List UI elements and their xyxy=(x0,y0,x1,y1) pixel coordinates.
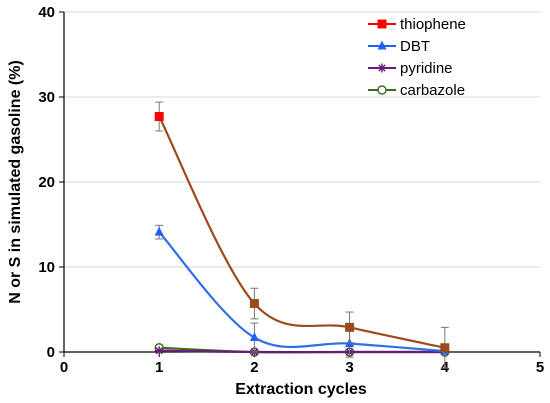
point-thiophene xyxy=(154,112,164,122)
legend-marker-carbazole xyxy=(377,85,387,95)
y-tick-label-40: 40 xyxy=(38,4,55,21)
legend-item-carbazole: carbazole xyxy=(368,82,465,99)
series-thiophene xyxy=(154,101,450,369)
series-line-thiophene xyxy=(158,116,446,349)
legend-label-pyridine: pyridine xyxy=(400,60,453,77)
series-line-pyridine xyxy=(159,349,445,354)
legend-label-carbazole: carbazole xyxy=(400,82,465,99)
legend-marker-pyridine-stroke xyxy=(378,64,386,72)
legend-label-thiophene: thiophene xyxy=(400,16,466,33)
y-tick-label-30: 30 xyxy=(38,89,55,106)
y-axis-title: N or S in simulated gasoline (%) xyxy=(7,60,24,304)
point-pyridine-stroke xyxy=(155,347,163,355)
legend-marker-pyridine xyxy=(377,63,387,73)
y-tick-label-20: 20 xyxy=(38,174,55,191)
x-tick-label-1: 1 xyxy=(155,359,163,376)
series-line-dbt xyxy=(158,231,445,353)
gridlines xyxy=(64,11,540,268)
legend: thiophene DBT pyridine carbazole xyxy=(368,16,466,99)
point-dbt xyxy=(249,332,259,342)
point-dbt xyxy=(154,226,164,236)
x-axis-title: Extraction cycles xyxy=(235,381,367,398)
legend-label-dbt: DBT xyxy=(400,38,430,55)
series-group xyxy=(154,101,450,369)
point-pyridine xyxy=(154,346,164,356)
x-tick-label-0: 0 xyxy=(60,359,68,376)
point-thiophene xyxy=(249,299,259,309)
series-dbt xyxy=(154,224,450,358)
legend-item-dbt: DBT xyxy=(368,38,430,55)
x-tick-label-5: 5 xyxy=(536,359,544,376)
x-tick-label-2: 2 xyxy=(250,359,258,376)
legend-item-pyridine: pyridine xyxy=(368,60,453,77)
legend-marker-thiophene xyxy=(377,19,387,29)
y-tick-label-0: 0 xyxy=(47,344,55,361)
y-tick-labels: 0 10 20 30 40 xyxy=(38,4,64,361)
legend-item-thiophene: thiophene xyxy=(368,16,466,33)
point-thiophene xyxy=(440,343,450,353)
legend-marker-dbt xyxy=(377,40,387,50)
point-thiophene xyxy=(345,322,355,332)
y-tick-label-10: 10 xyxy=(38,259,55,276)
x-tick-label-3: 3 xyxy=(345,359,353,376)
